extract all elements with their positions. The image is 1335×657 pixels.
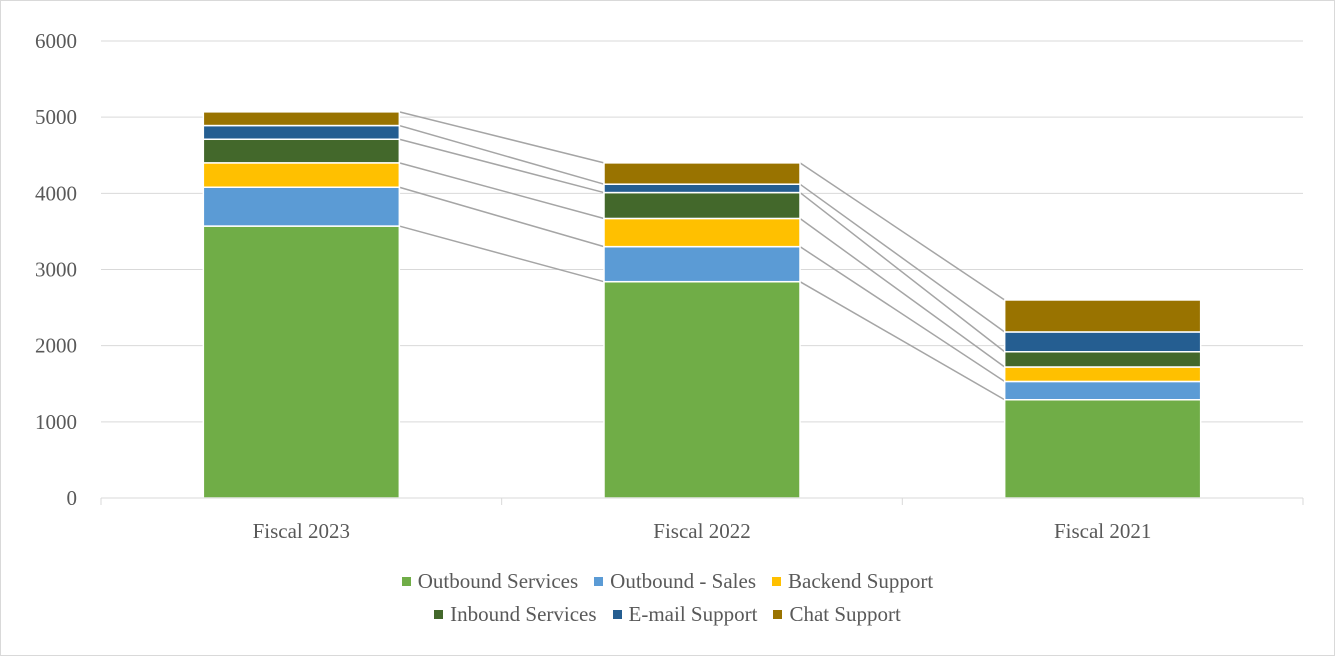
legend-label: Outbound - Sales (610, 569, 756, 593)
series-line (399, 138, 605, 194)
bar-segment (1003, 380, 1202, 401)
series-line (399, 124, 605, 185)
bar-segment (603, 245, 801, 283)
legend-swatch (401, 577, 411, 586)
bar-segment (603, 280, 801, 499)
legend-item: Inbound Services (434, 602, 597, 627)
bar-segment (603, 191, 801, 220)
series-line (799, 183, 1006, 333)
bar-segment (1003, 331, 1202, 353)
bar-segment (1003, 351, 1202, 368)
legend-label: Chat Support (789, 602, 901, 626)
legend-row: Outbound Services Outbound - Sales Backend… (0, 565, 1335, 598)
y-tick-label: 2000 (35, 334, 77, 358)
series-line (399, 162, 605, 220)
category-label: Fiscal 2023 (253, 519, 350, 543)
y-tick-label: 4000 (35, 181, 77, 205)
bar-segment (202, 138, 401, 164)
legend-row: Inbound Services E-mail Support Chat Suppo… (0, 598, 1335, 631)
series-line (799, 191, 1006, 353)
legend-label: E-mail Support (628, 602, 758, 626)
category-label: Fiscal 2022 (653, 519, 750, 543)
series-line (799, 162, 1006, 301)
bar-segment (603, 217, 801, 248)
axes: 0 1000 2000 3000 4000 5000 6000 Fiscal 2023 Fisc… (35, 29, 1304, 543)
legend-item: Outbound Services (401, 569, 579, 594)
category-label: Fiscal 2021 (1054, 519, 1151, 543)
series-line (399, 186, 605, 248)
legend-label: Outbound Services (417, 569, 579, 593)
legend-swatch (594, 577, 604, 586)
y-tick-label: 6000 (35, 29, 77, 53)
legend-swatch (773, 610, 783, 619)
bar-segment (202, 124, 401, 141)
series-line (799, 246, 1006, 383)
legend-swatch (772, 577, 781, 586)
series-line (399, 225, 605, 283)
legend-swatch (612, 610, 622, 619)
series-line (399, 111, 605, 164)
y-tick-label: 5000 (35, 105, 77, 129)
legend: Outbound Services Outbound - Sales Backend… (0, 565, 1335, 631)
bar-segment (1003, 366, 1202, 383)
bar-segment (202, 111, 401, 127)
bar-segment (603, 162, 801, 185)
bar-segment (202, 225, 401, 499)
bar-segment (202, 162, 401, 188)
bar-segment (603, 183, 801, 194)
legend-swatch (434, 610, 444, 619)
series-lines (399, 111, 1006, 401)
bar-segment (1003, 398, 1202, 499)
bars (202, 111, 1202, 499)
legend-item: Backend Support (772, 569, 933, 594)
legend-label: Inbound Services (450, 602, 597, 626)
bar-segment (202, 186, 401, 227)
legend-item: Outbound - Sales (594, 569, 756, 594)
series-line (799, 281, 1006, 401)
legend-item: E-mail Support (612, 602, 758, 627)
y-tick-label: 0 (67, 486, 78, 510)
bar-segment (1003, 299, 1202, 333)
y-tick-label: 3000 (35, 258, 77, 282)
series-line (799, 217, 1006, 368)
legend-item: Chat Support (773, 602, 901, 627)
y-tick-label: 1000 (35, 410, 77, 434)
legend-label: Backend Support (788, 569, 934, 593)
